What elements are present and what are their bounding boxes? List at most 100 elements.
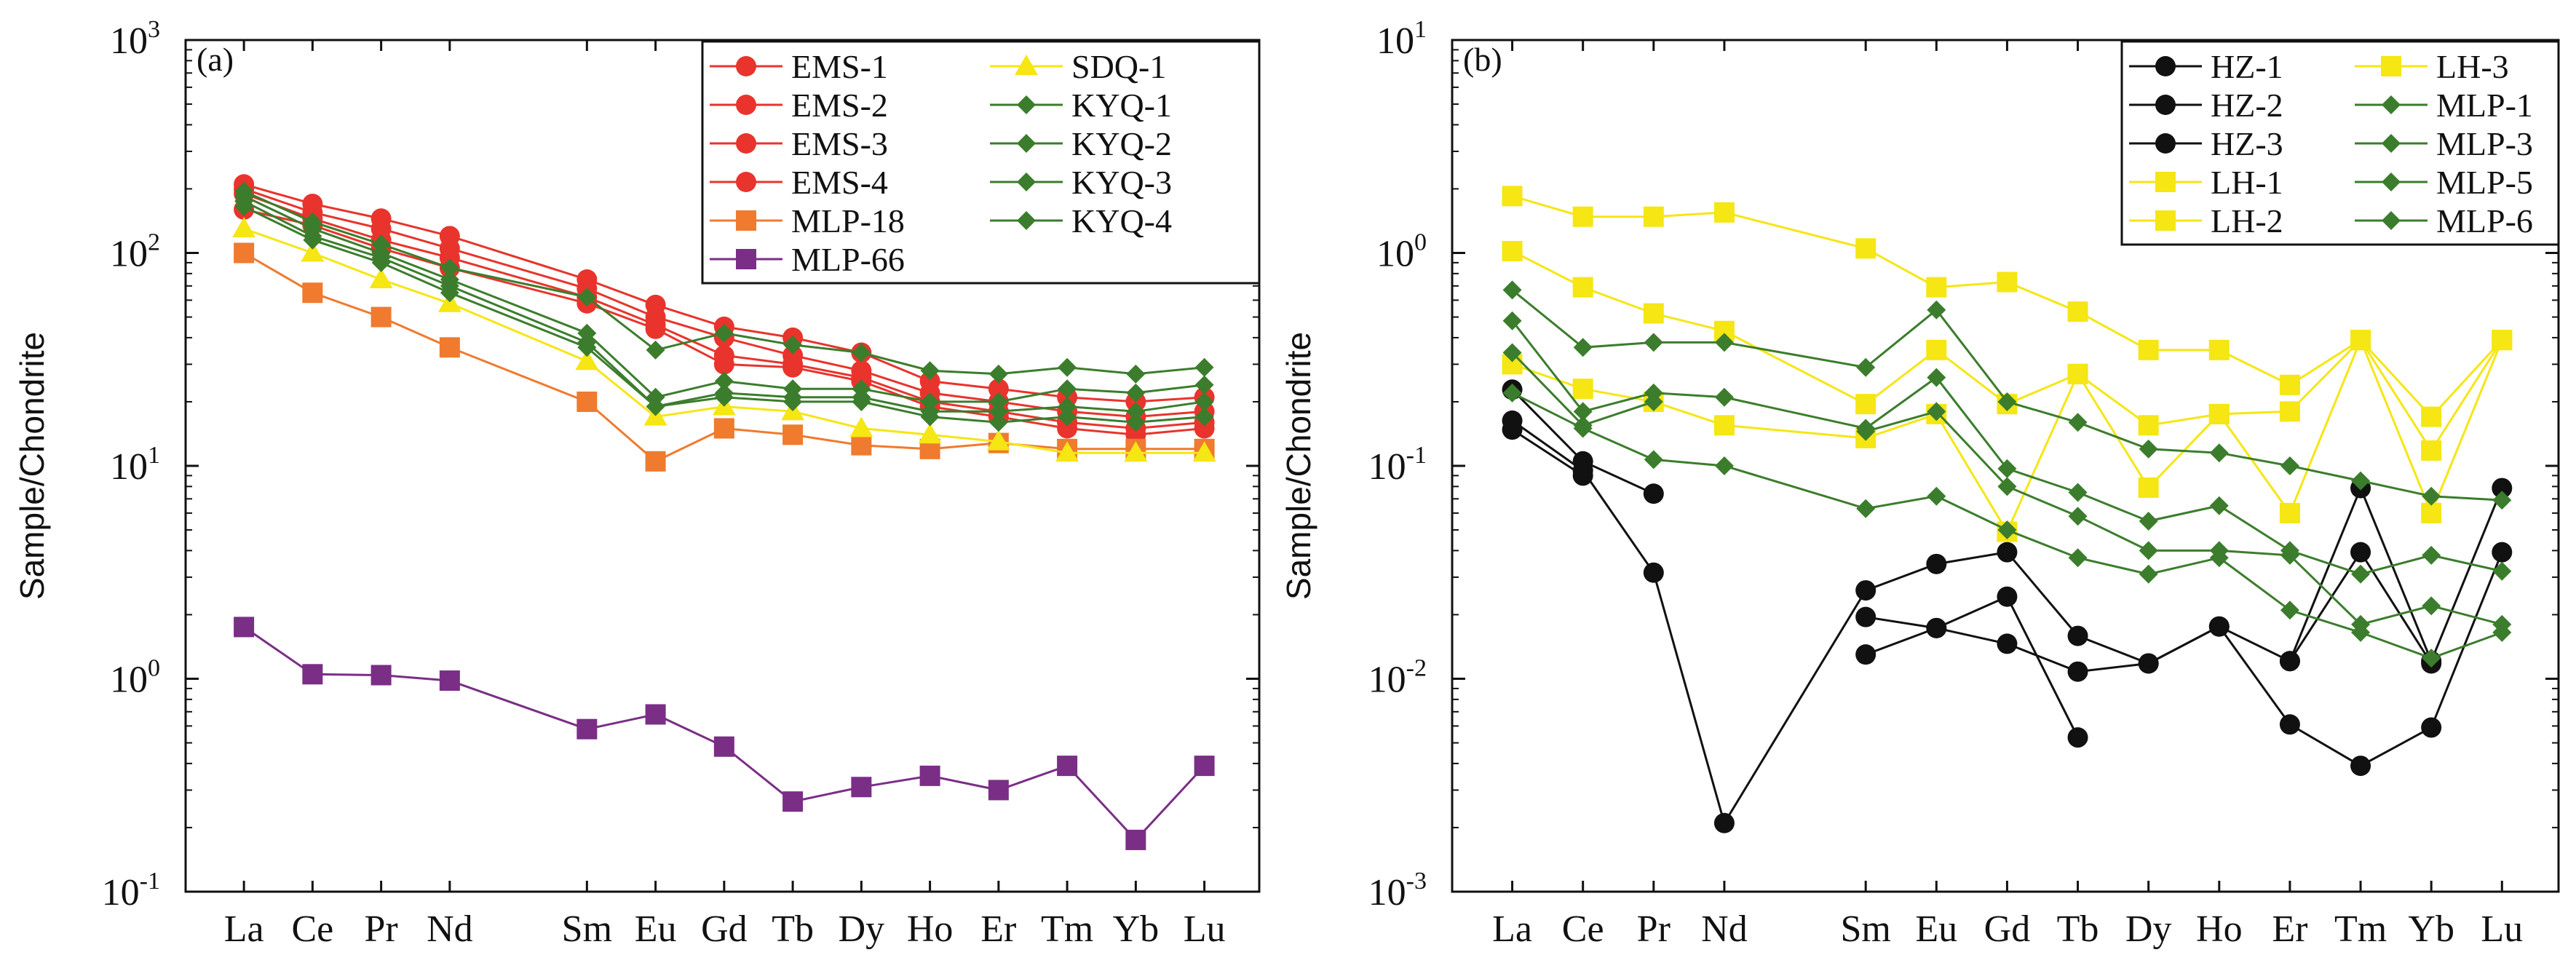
- series-mlp-6: [1502, 383, 2512, 668]
- data-point-yb: [2421, 717, 2442, 738]
- y-tick-label: 100: [110, 655, 160, 701]
- data-point-ho: [2208, 616, 2230, 637]
- series-line: [243, 252, 1205, 463]
- series-group: [232, 174, 1216, 850]
- data-point-lu: [2492, 330, 2513, 351]
- data-point-gd: [714, 371, 734, 391]
- data-point-la: [232, 217, 256, 238]
- data-point-tm: [2350, 542, 2371, 563]
- data-point-sm: [1856, 421, 1876, 441]
- legend-item-mlp-66: MLP-66: [710, 241, 905, 278]
- data-point-eu: [1926, 277, 1947, 298]
- legend-item-lh-2: LH-2: [2129, 202, 2283, 239]
- data-point-er: [2279, 374, 2300, 395]
- data-point-tb: [2067, 625, 2088, 646]
- data-point-lu: [1194, 756, 1215, 777]
- data-point-lu: [2492, 477, 2513, 499]
- data-point-ho: [920, 392, 940, 411]
- legend-marker: [736, 133, 756, 154]
- data-point-yb: [2421, 440, 2442, 461]
- data-point-nd: [1713, 202, 1735, 223]
- x-tick-label-pr: Pr: [1637, 908, 1671, 950]
- legend-marker: [2381, 56, 2401, 76]
- panel-label: (a): [197, 41, 234, 78]
- y-tick-exponent: 1: [148, 442, 160, 469]
- data-point-dy: [2139, 541, 2158, 560]
- y-tick-label: 101: [110, 442, 160, 488]
- y-tick-label: 10-1: [1368, 442, 1427, 488]
- x-tick-label-lu: Lu: [2481, 908, 2523, 950]
- data-point-lu: [2492, 491, 2512, 510]
- legend-item-lh-1: LH-1: [2129, 164, 2283, 201]
- data-point-tb: [2068, 548, 2088, 568]
- data-point-nd: [1714, 387, 1734, 407]
- legend-label: KYQ-3: [1071, 164, 1172, 201]
- x-tick-label-la: La: [224, 908, 264, 950]
- legend-item-mlp-3: MLP-3: [2355, 125, 2533, 162]
- data-point-eu: [1926, 617, 1947, 638]
- data-point-yb: [2422, 596, 2441, 616]
- legend-label: LH-1: [2211, 164, 2283, 201]
- data-point-lu: [2492, 542, 2513, 563]
- legend-label: MLP-5: [2436, 164, 2533, 201]
- data-point-tm: [1057, 756, 1078, 777]
- data-point-gd: [1997, 542, 2018, 563]
- data-point-tb: [783, 392, 803, 411]
- data-point-dy: [851, 777, 872, 798]
- y-tick-base: 10: [1368, 446, 1406, 488]
- data-point-pr: [1644, 450, 1663, 469]
- y-tick-exponent: -1: [1406, 442, 1427, 469]
- legend-label: KYQ-1: [1071, 87, 1172, 124]
- y-tick-exponent: -2: [1406, 655, 1427, 682]
- y-tick-exponent: 0: [1414, 229, 1427, 256]
- data-point-lu: [1194, 357, 1214, 377]
- data-point-lu: [1192, 441, 1216, 462]
- data-point-eu: [645, 451, 666, 472]
- data-point-tb: [2067, 301, 2088, 322]
- data-point-dy: [852, 343, 871, 362]
- data-point-tb: [782, 424, 804, 445]
- series-line: [1511, 392, 2502, 659]
- data-point-sm: [575, 349, 599, 370]
- data-point-ce: [303, 230, 322, 250]
- data-point-tm: [1058, 397, 1077, 416]
- data-point-sm: [1856, 499, 1876, 518]
- data-point-er: [2279, 401, 2300, 422]
- data-point-pr: [1643, 483, 1664, 504]
- data-point-yb: [2422, 486, 2441, 506]
- series-line: [1511, 289, 2502, 502]
- data-point-tb: [2067, 727, 2088, 748]
- y-tick-label: 102: [110, 229, 160, 275]
- data-point-yb: [1126, 383, 1146, 403]
- y-axis-label: Sample/Chondrite: [1280, 332, 1317, 600]
- data-point-tm: [2351, 564, 2371, 584]
- x-tick-label-er: Er: [980, 908, 1016, 950]
- y-tick-label: 10-1: [102, 868, 160, 914]
- series-line: [243, 200, 1205, 413]
- data-point-dy: [2138, 339, 2159, 360]
- data-point-eu: [1926, 339, 1947, 360]
- data-point-eu: [645, 318, 666, 339]
- data-point-yb: [1125, 829, 1146, 850]
- data-point-nd: [1714, 456, 1734, 475]
- data-point-lu: [1194, 392, 1214, 411]
- y-tick-base: 10: [1368, 872, 1406, 914]
- x-tick-label-er: Er: [2272, 908, 2307, 950]
- data-point-ho: [918, 423, 942, 444]
- data-point-gd: [1997, 392, 2017, 411]
- legend: HZ-1HZ-2HZ-3LH-1LH-2 LH-3MLP-1MLP-3MLP-5M…: [2120, 40, 2560, 246]
- data-point-tb: [782, 357, 804, 378]
- data-point-er: [988, 413, 1008, 432]
- data-point-yb: [1126, 413, 1146, 432]
- x-tick-label-yb: Yb: [2408, 908, 2454, 950]
- x-tick-label-nd: Nd: [427, 908, 473, 950]
- series-kyq-2: [234, 186, 1214, 411]
- series-line: [243, 183, 1205, 403]
- data-point-pr: [370, 665, 392, 686]
- data-point-ce: [302, 664, 323, 685]
- data-point-er: [986, 429, 1010, 451]
- data-point-nd: [1713, 812, 1735, 833]
- data-point-nd: [440, 258, 459, 278]
- series-lh-3: [1502, 330, 2513, 542]
